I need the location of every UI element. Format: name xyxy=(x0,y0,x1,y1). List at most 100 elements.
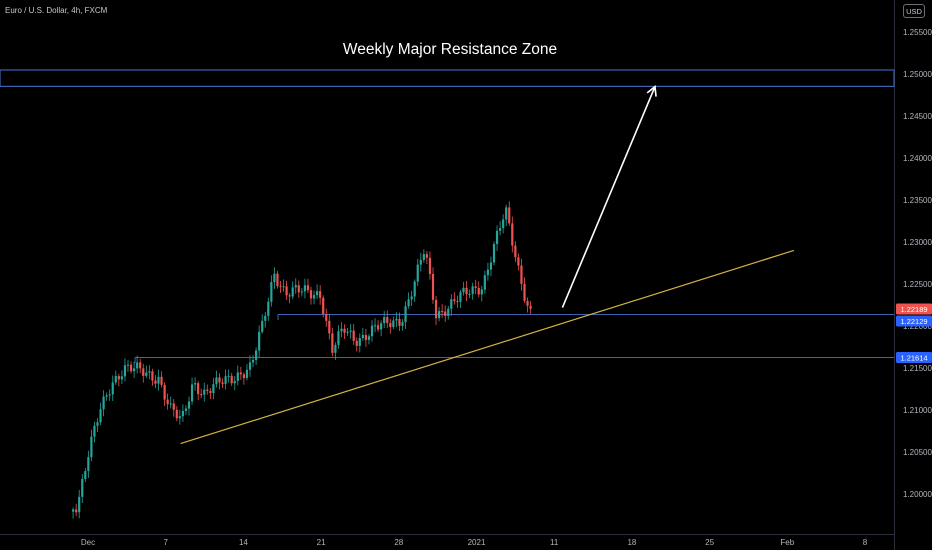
candle xyxy=(160,371,163,388)
candle-body xyxy=(111,382,114,395)
candle xyxy=(78,489,81,519)
candle xyxy=(87,450,90,479)
candle-body xyxy=(297,285,300,293)
candle-body xyxy=(370,325,374,337)
price-tick-label: 1.24500 xyxy=(903,112,932,121)
candle-body xyxy=(291,287,294,297)
candle xyxy=(319,285,322,305)
candle-body xyxy=(492,244,496,263)
candle-body xyxy=(306,285,310,291)
candle-body xyxy=(419,259,422,265)
candle xyxy=(456,295,459,308)
candle xyxy=(322,295,325,318)
candle xyxy=(377,320,380,332)
currency-button[interactable]: USD xyxy=(903,4,925,18)
candle-body xyxy=(117,376,120,380)
candle-body xyxy=(294,285,297,288)
ascending-trendline xyxy=(180,249,795,445)
candle-body xyxy=(526,300,529,306)
candle xyxy=(187,396,191,416)
candle-body xyxy=(453,299,456,302)
candle-body xyxy=(72,509,75,512)
candle-body xyxy=(352,330,355,341)
candle-body xyxy=(258,331,261,351)
candle-body xyxy=(129,364,133,372)
candle xyxy=(392,316,395,330)
candle-body xyxy=(514,245,517,258)
time-tick-label: 21 xyxy=(317,538,326,547)
price-axis[interactable]: 1.25500 1.25000 1.24500 1.24000 1.23500 1.230… xyxy=(903,28,932,499)
candle xyxy=(255,347,258,366)
candle xyxy=(133,361,136,379)
candle xyxy=(471,282,474,300)
candle-body xyxy=(428,257,432,274)
candle-body xyxy=(322,297,325,314)
price-tick-label: 1.21500 xyxy=(903,364,932,373)
candle-body xyxy=(270,282,273,302)
candle xyxy=(190,377,194,405)
resistance-zone-annotation: Weekly Major Resistance Zone xyxy=(343,41,557,58)
candle xyxy=(398,312,401,331)
candle-body xyxy=(309,290,313,299)
candle-body xyxy=(480,289,483,295)
candle xyxy=(129,361,133,374)
candle xyxy=(236,365,239,386)
symbol-header: Euro / U.S. Dollar, 4h, FXCM xyxy=(5,6,108,15)
candle-body xyxy=(520,265,523,284)
candle xyxy=(395,312,398,328)
candle xyxy=(288,293,291,304)
candle xyxy=(526,297,529,313)
candle xyxy=(157,369,160,391)
candle xyxy=(459,289,462,308)
candle xyxy=(273,267,276,289)
candle xyxy=(480,285,483,302)
price-badge-support-bg xyxy=(896,352,932,363)
candle-body xyxy=(361,334,364,339)
candle-body xyxy=(215,377,218,385)
candle-body xyxy=(255,350,258,360)
price-tick-label: 1.21000 xyxy=(903,406,932,415)
candle xyxy=(276,270,279,289)
candle xyxy=(370,320,374,342)
candle xyxy=(529,301,532,315)
candle-body xyxy=(133,368,136,372)
candle-body xyxy=(163,384,166,400)
candle xyxy=(96,418,99,433)
candle-body xyxy=(93,425,96,437)
candle-body xyxy=(431,273,435,300)
candle xyxy=(242,372,245,385)
time-axis[interactable]: Dec 7 14 21 28 2021 11 18 25 Feb 8 xyxy=(81,538,868,547)
candle xyxy=(325,308,328,327)
candle-body xyxy=(373,325,377,327)
candle xyxy=(93,421,96,443)
price-badge-middle-bg xyxy=(896,315,932,327)
time-tick-label: Dec xyxy=(81,538,95,547)
candle-body xyxy=(462,287,465,293)
candle-body xyxy=(172,403,175,410)
candle-body xyxy=(355,340,358,346)
candle xyxy=(279,280,282,294)
candle xyxy=(486,262,489,281)
candle-body xyxy=(395,318,398,321)
resistance-zone xyxy=(0,69,895,87)
candle xyxy=(502,214,505,234)
candle-body xyxy=(404,306,407,323)
candle xyxy=(221,378,224,388)
candle xyxy=(300,287,303,297)
candle-body xyxy=(181,411,184,417)
candle-body xyxy=(123,365,127,377)
price-badge-upper: 1.22189 xyxy=(896,303,932,315)
candle xyxy=(197,380,200,401)
candle xyxy=(328,313,331,340)
candle-body xyxy=(465,287,468,295)
price-badge-upper-bg xyxy=(896,303,932,315)
candle xyxy=(169,396,172,409)
candle-body xyxy=(337,331,340,345)
candle-body xyxy=(178,416,181,419)
candle xyxy=(373,318,377,333)
candle xyxy=(209,388,212,399)
candle xyxy=(383,310,386,329)
candle-body xyxy=(328,320,331,334)
candle-body xyxy=(90,436,93,458)
